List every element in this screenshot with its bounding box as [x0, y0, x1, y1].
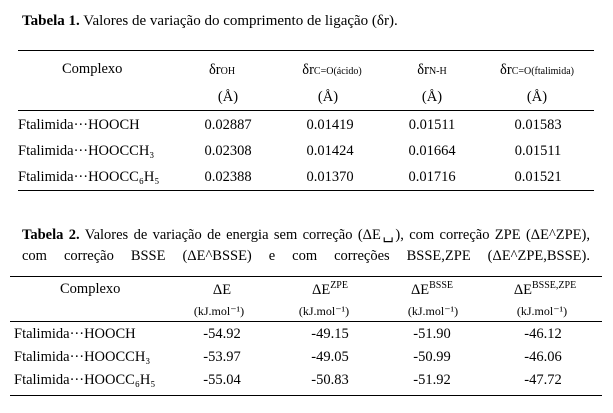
table-cell: -49.05 — [311, 349, 349, 365]
table2-unit-col1: (kJ.mol⁻¹) — [193, 304, 245, 318]
table1-caption-text: Valores de variação do comprimento de li… — [83, 13, 398, 29]
table1-unit-col3: (Å) — [421, 89, 443, 105]
table1-unit-col1: (Å) — [217, 89, 239, 105]
table-cell: 0.01424 — [306, 143, 354, 159]
table-cell: 0.01716 — [408, 169, 456, 185]
table-cell: -46.06 — [524, 349, 562, 365]
table2-unit-col2: (kJ.mol⁻¹) — [298, 304, 350, 318]
table1-caption: Tabela 1. Valores de variação do comprim… — [22, 13, 398, 30]
table-cell: -51.92 — [413, 372, 451, 388]
table-cell: -49.15 — [311, 326, 349, 342]
table1-header-rule — [18, 110, 594, 111]
table-cell: 0.02388 — [204, 169, 252, 185]
table2-unit-col3: (kJ.mol⁻¹) — [407, 304, 459, 318]
table2-header-col2: ΔEZPE — [312, 280, 348, 298]
table2-header-rule — [10, 321, 602, 322]
table1-top-rule — [18, 50, 594, 51]
table1-header-col4: δrC=O(ftalimida) — [500, 62, 574, 78]
table1-header-col2: δrC=O(ácido) — [302, 62, 362, 78]
table-cell: 0.01511 — [408, 117, 456, 133]
table1-header-complexo: Complexo — [62, 61, 123, 77]
table2-unit-col4: (kJ.mol⁻¹) — [516, 304, 568, 318]
table-cell: -53.97 — [203, 349, 241, 365]
table-cell: 0.01370 — [306, 169, 354, 185]
table1-header-col1: δrOH — [208, 62, 236, 78]
table2-bottom-rule — [10, 395, 602, 396]
table2-header-complexo: Complexo — [60, 281, 121, 297]
table2-caption-text: Valores de variação de energia sem corre… — [22, 227, 590, 264]
table-row-name: Ftalimida···HOOCCH₃ — [18, 143, 155, 159]
table2-header-col1: ΔE — [212, 282, 232, 298]
table-cell: 0.02308 — [204, 143, 252, 159]
table-row-name: Ftalimida···HOOCH — [14, 326, 136, 342]
table-cell: 0.01664 — [408, 143, 456, 159]
table1-header-col3: δrN-H — [417, 62, 447, 78]
table1-unit-col2: (Å) — [317, 89, 339, 105]
table-cell: -55.04 — [203, 372, 241, 388]
table-row-name: Ftalimida···HOOCC₆H₅ — [18, 169, 160, 185]
table-cell: -54.92 — [203, 326, 241, 342]
table2-header-col3: ΔEBSSE — [410, 280, 454, 298]
table1-bottom-rule — [18, 190, 594, 191]
table-row-name: Ftalimida···HOOCH — [18, 117, 140, 133]
table-cell: 0.01511 — [514, 143, 562, 159]
table2-top-rule — [10, 276, 602, 277]
table-cell: 0.01521 — [514, 169, 562, 185]
table-cell: -50.83 — [311, 372, 349, 388]
table-row-name: Ftalimida···HOOCC₆H₅ — [14, 372, 156, 388]
table-row-name: Ftalimida···HOOCCH₃ — [14, 349, 151, 365]
table2-caption: Tabela 2. Valores de variação de energia… — [22, 225, 590, 288]
table-cell: -50.99 — [413, 349, 451, 365]
table-cell: 0.01583 — [514, 117, 562, 133]
table1-caption-label: Tabela 1. — [22, 13, 80, 29]
table-cell: -51.90 — [413, 326, 451, 342]
table-cell: 0.02887 — [204, 117, 252, 133]
table1-unit-col4: (Å) — [526, 89, 548, 105]
table-cell: 0.01419 — [306, 117, 354, 133]
table-cell: -46.12 — [524, 326, 562, 342]
table2-caption-label: Tabela 2. — [22, 227, 80, 243]
table2-header-col4: ΔEBSSE,ZPE — [513, 280, 577, 298]
table-cell: -47.72 — [524, 372, 562, 388]
